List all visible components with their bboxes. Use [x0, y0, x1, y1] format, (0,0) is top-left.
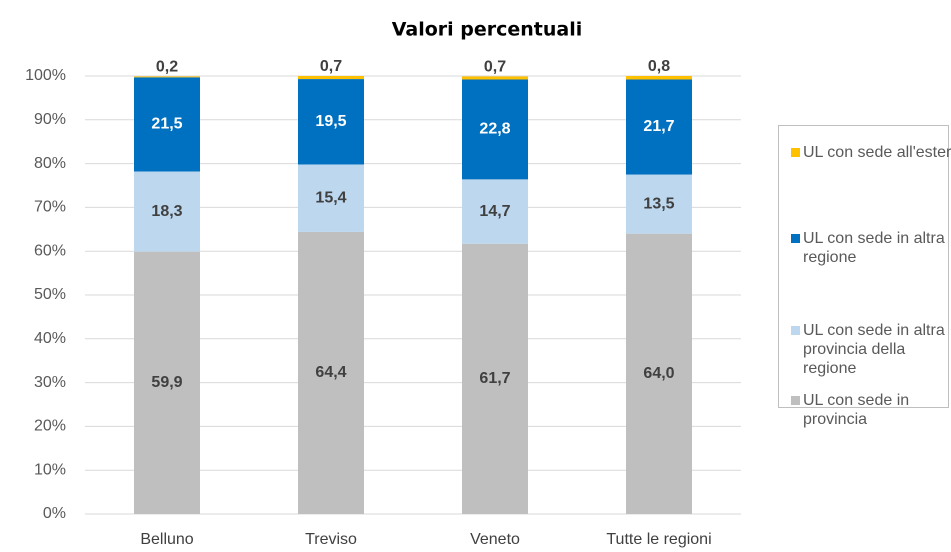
bar-segment — [298, 231, 364, 515]
legend-swatch — [791, 326, 800, 335]
value-label: 61,7 — [479, 370, 510, 387]
legend-label: UL con sede in provincia — [803, 392, 910, 428]
bar-segment — [134, 171, 200, 252]
value-label: 21,7 — [643, 118, 674, 135]
chart-title: Valori percentuali — [392, 19, 583, 41]
value-label: 0,2 — [156, 59, 178, 76]
y-tick-label: 80% — [34, 155, 66, 172]
bar-segment — [134, 77, 200, 172]
legend-entry: UL con sede all'estero — [791, 143, 951, 162]
value-label: 14,7 — [479, 203, 510, 220]
bar-segment — [298, 164, 364, 232]
value-label: 13,5 — [643, 195, 674, 212]
y-tick-label: 40% — [34, 330, 66, 347]
legend-label: UL con sede in altra regione — [803, 230, 945, 266]
y-tick-label: 10% — [34, 461, 66, 478]
legend-entry: UL con sede in altra provincia della reg… — [791, 321, 951, 378]
bar-segment — [462, 179, 528, 244]
legend-entry: UL con sede in provincia — [791, 391, 951, 429]
bar-segment — [298, 79, 364, 165]
value-label: 0,7 — [484, 59, 506, 76]
bar-segment — [626, 174, 692, 234]
bar-segment — [134, 251, 200, 514]
legend-label: UL con sede all'estero — [803, 144, 951, 161]
bar-segment — [462, 243, 528, 514]
x-tick-label: Treviso — [305, 531, 357, 548]
legend-label: UL con sede in altra provincia della reg… — [803, 322, 945, 377]
y-tick-label: 50% — [34, 286, 66, 303]
value-label: 15,4 — [315, 189, 346, 206]
value-label: 0,7 — [320, 58, 342, 75]
value-label: 19,5 — [315, 113, 346, 130]
y-tick-label: 20% — [34, 418, 66, 435]
y-tick-label: 70% — [34, 199, 66, 216]
value-label: 21,5 — [151, 116, 182, 133]
y-tick-label: 0% — [43, 505, 66, 522]
legend-swatch — [791, 234, 800, 243]
bar-segment — [134, 76, 200, 78]
value-label: 18,3 — [151, 203, 182, 220]
bar-segment — [626, 76, 692, 80]
x-tick-label: Tutte le regioni — [606, 531, 711, 548]
bar-segment — [462, 76, 528, 80]
value-label: 22,8 — [479, 121, 510, 138]
legend-swatch — [791, 396, 800, 405]
y-tick-label: 90% — [34, 111, 66, 128]
y-tick-label: 100% — [25, 67, 66, 84]
y-tick-label: 60% — [34, 242, 66, 259]
x-tick-label: Belluno — [140, 531, 193, 548]
value-label: 64,4 — [315, 364, 346, 381]
value-label: 59,9 — [151, 374, 182, 391]
y-tick-label: 30% — [34, 374, 66, 391]
bar-segment — [462, 79, 528, 180]
bar-segment — [298, 76, 364, 80]
bar-segment — [626, 233, 692, 514]
bar-segment — [626, 79, 692, 175]
value-label: 64,0 — [643, 365, 674, 382]
legend-swatch — [791, 148, 800, 157]
x-tick-label: Veneto — [470, 531, 520, 548]
legend: UL con sede all'estero UL con sede in alt… — [778, 125, 951, 428]
legend-entry: UL con sede in altra regione — [791, 229, 951, 267]
value-label: 0,8 — [648, 58, 670, 75]
